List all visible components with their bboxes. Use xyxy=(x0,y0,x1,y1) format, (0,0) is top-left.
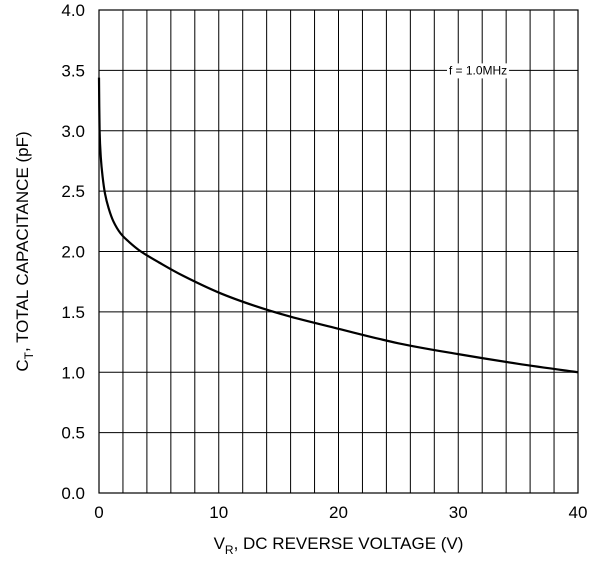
x-axis-title-rest: , DC REVERSE VOLTAGE (V) xyxy=(234,534,464,553)
plot-frame xyxy=(98,9,579,494)
y-tick-label: 2.5 xyxy=(61,182,85,201)
x-tick-label: 0 xyxy=(94,503,103,522)
y-axis-title-rest: , TOTAL CAPACITANCE (pF) xyxy=(13,131,32,352)
x-axis-title-subscript: R xyxy=(225,543,234,557)
capacitance-curve xyxy=(97,77,579,374)
x-tick-label: 10 xyxy=(209,503,228,522)
series-curves xyxy=(97,77,579,374)
y-axis-title-subscript: T xyxy=(22,351,36,359)
y-tick-label: 0.5 xyxy=(61,424,85,443)
x-tick-label: 40 xyxy=(569,503,588,522)
x-axis-title: VR, DC REVERSE VOLTAGE (V) xyxy=(214,534,464,557)
x-axis-title-main: V xyxy=(214,534,226,553)
y-tick-label: 3.0 xyxy=(61,122,85,141)
y-axis-title: CT, TOTAL CAPACITANCE (pF) xyxy=(13,131,36,371)
y-tick-label: 2.0 xyxy=(61,243,85,262)
x-tick-label: 30 xyxy=(449,503,468,522)
x-tick-label: 20 xyxy=(329,503,348,522)
annotation-text: f = 1.0MHz xyxy=(449,63,507,77)
y-tick-label: 1.5 xyxy=(61,303,85,322)
y-tick-labels: 0.0 0.5 1.0 1.5 2.0 2.5 3.0 3.5 4.0 xyxy=(61,1,85,503)
y-tick-label: 3.5 xyxy=(61,61,85,80)
y-tick-label: 0.0 xyxy=(61,484,85,503)
grid xyxy=(99,10,578,493)
y-axis-title-main: C xyxy=(13,359,32,371)
frequency-annotation: f = 1.0MHz xyxy=(447,63,509,79)
y-tick-label: 1.0 xyxy=(61,363,85,382)
annotation-background xyxy=(447,63,509,79)
x-tick-labels: 0 10 20 30 40 xyxy=(94,503,587,522)
y-tick-label: 4.0 xyxy=(61,1,85,20)
